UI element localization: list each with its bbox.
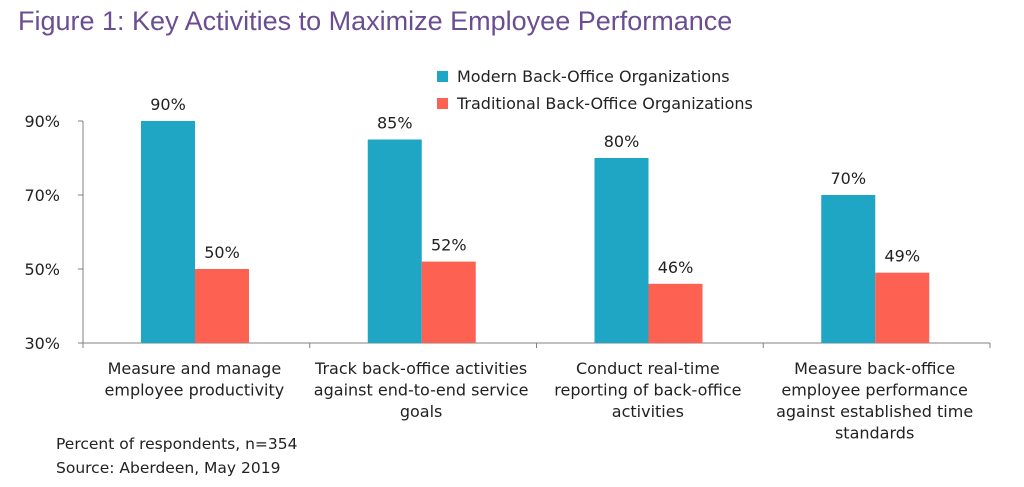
legend-swatch <box>437 98 448 109</box>
data-label: 52% <box>431 236 467 255</box>
category-label-line: reporting of back-office <box>554 381 741 400</box>
category-label-line: standards <box>835 424 914 443</box>
data-label: 80% <box>604 132 640 151</box>
bar <box>594 158 649 343</box>
chart-bars: 90% 50% 85% 52% 80% 46% 70% 49% <box>141 95 930 343</box>
bar <box>141 121 195 343</box>
bar <box>367 139 422 343</box>
y-tick-label: 90% <box>24 112 60 131</box>
chart-legend: Modern Back-Office Organizations Traditio… <box>437 67 753 113</box>
category-label-line: goals <box>400 402 443 421</box>
category-label: Measure and manage employee productivity <box>105 359 285 400</box>
data-label: 50% <box>204 243 240 262</box>
category-label-line: activities <box>612 402 684 421</box>
category-label-line: Track back-office activities <box>314 359 527 378</box>
data-label: 90% <box>150 95 186 114</box>
category-label-line: Measure and manage <box>108 359 282 378</box>
category-label: Conduct real-time reporting of back-offic… <box>554 359 741 421</box>
y-tick-label: 50% <box>24 260 60 279</box>
legend-label: Traditional Back-Office Organizations <box>456 94 753 113</box>
category-label-line: against end-to-end service <box>314 381 529 400</box>
category-label-line: employee performance <box>781 381 968 400</box>
category-labels: Measure and manage employee productivity T… <box>105 359 974 443</box>
chart-title: Figure 1: Key Activities to Maximize Emp… <box>18 6 733 36</box>
respondents-note: Percent of respondents, n=354 <box>56 435 298 453</box>
data-label: 70% <box>830 169 866 188</box>
category-label: Track back-office activities against end-… <box>314 359 529 421</box>
legend-label: Modern Back-Office Organizations <box>457 67 730 86</box>
source-note: Source: Aberdeen, May 2019 <box>56 459 281 477</box>
category-label-line: Measure back-office <box>794 359 955 378</box>
y-tick-label: 70% <box>24 186 60 205</box>
category-label-line: employee productivity <box>105 381 285 400</box>
legend-swatch <box>437 71 448 82</box>
bar <box>195 269 249 343</box>
category-label-line: Conduct real-time <box>576 359 720 378</box>
data-label: 85% <box>377 114 413 133</box>
y-tick-label: 30% <box>24 334 60 353</box>
category-label: Measure back-office employee performance a… <box>776 359 973 443</box>
bar <box>648 283 703 343</box>
bar <box>821 195 876 343</box>
category-label-line: against established time <box>776 402 973 421</box>
bar <box>421 261 476 343</box>
data-label: 46% <box>658 258 694 277</box>
data-label: 49% <box>884 247 920 266</box>
bar <box>875 272 930 343</box>
